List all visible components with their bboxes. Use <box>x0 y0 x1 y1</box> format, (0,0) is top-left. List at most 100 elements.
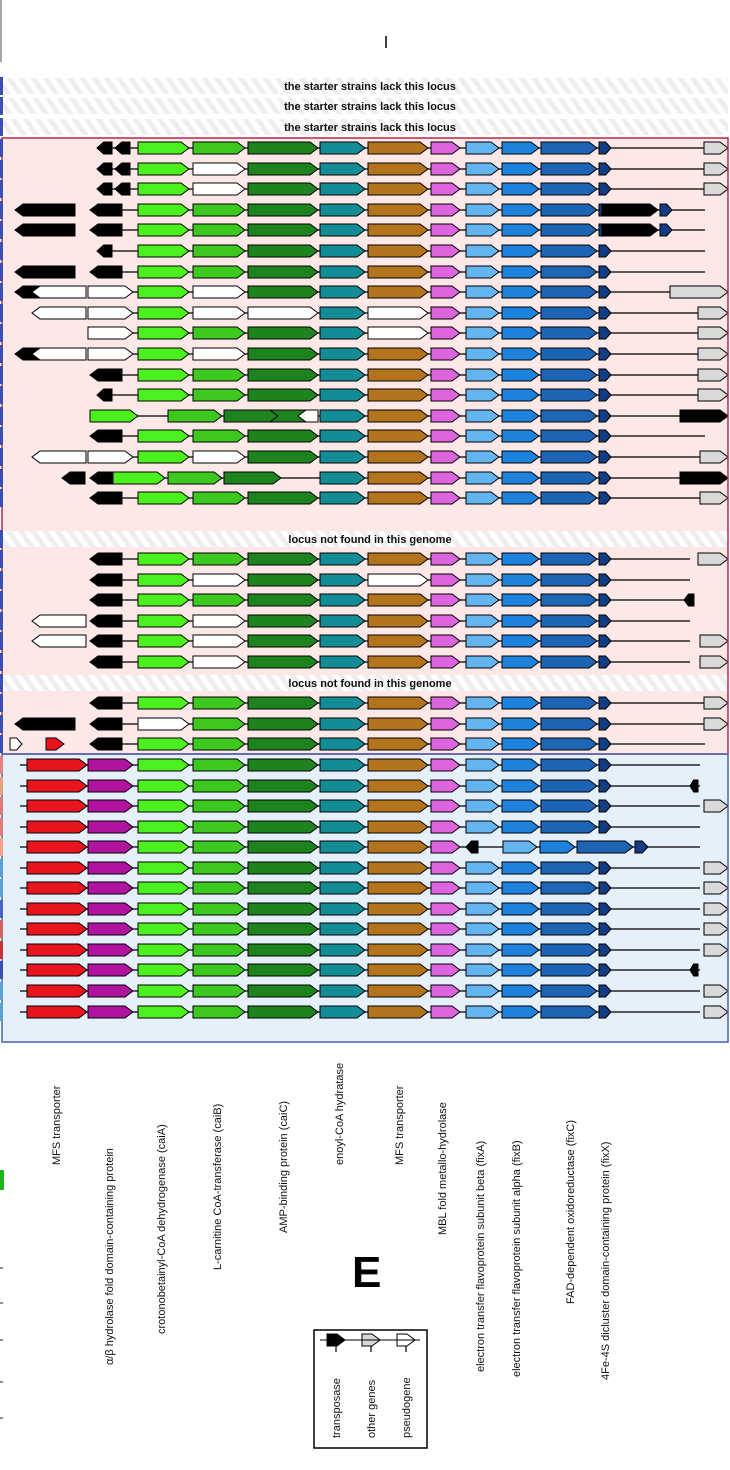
gene-fixC <box>540 429 598 443</box>
gene-cluster-row <box>96 244 705 258</box>
gene-fixX <box>598 984 612 998</box>
gene-enoyl <box>319 799 366 813</box>
legend: transposase other genes pseudogene <box>313 1329 428 1449</box>
gene-caiA <box>137 881 190 895</box>
gene-fixA <box>465 717 500 731</box>
other-gene <box>697 368 729 382</box>
gene-caiA <box>137 368 190 382</box>
gene-fixB <box>501 799 540 813</box>
strain-color-strip <box>0 653 3 671</box>
transposase-gene <box>14 717 76 731</box>
gene-caiC <box>247 347 319 361</box>
gene-mbl <box>430 614 461 628</box>
gene-caiA <box>137 265 190 279</box>
gene-fixB <box>501 922 540 936</box>
other-gene <box>699 450 729 464</box>
gene-mfs2 <box>367 902 429 916</box>
gene-cluster-row <box>31 614 690 628</box>
gene-mfs2 <box>367 471 429 485</box>
gene-fixA <box>465 861 500 875</box>
gene-hyd <box>87 943 134 957</box>
transposase-gene <box>114 182 131 196</box>
gene-mbl <box>430 306 461 320</box>
gene-fixX <box>598 717 612 731</box>
transposase-gene <box>89 573 123 587</box>
gene-mbl <box>430 573 461 587</box>
gene-caiB <box>192 429 246 443</box>
gene-fixC <box>540 368 598 382</box>
gene-caiC <box>247 922 319 936</box>
gene-fixC <box>540 573 598 587</box>
transposase-gene <box>89 696 123 710</box>
gene-caiC <box>247 984 319 998</box>
gene-cluster-row <box>31 450 729 464</box>
gene-fixC <box>540 326 598 340</box>
transposase-gene <box>679 471 729 485</box>
gene-fixX <box>598 881 612 895</box>
gene-hyd <box>87 840 134 854</box>
transposase-gene <box>465 840 479 854</box>
missing-locus-band <box>2 98 728 114</box>
other-gene <box>697 306 729 320</box>
gene-mbl <box>430 737 461 751</box>
gene-caiA <box>167 409 223 423</box>
missing-locus-band <box>2 119 728 135</box>
gene-enoyl <box>319 491 366 505</box>
gene-caiC <box>247 634 319 648</box>
gene-enoyl <box>319 593 366 607</box>
gene-cluster-row <box>20 779 700 793</box>
gene-caiC <box>223 471 282 485</box>
gene-caiA <box>137 963 190 977</box>
missing-locus-label: locus not found in this genome <box>288 534 451 546</box>
transposase-gene <box>89 223 123 237</box>
gene-fixC <box>540 409 598 423</box>
gene-cluster-row <box>14 203 705 217</box>
gene-fixX <box>598 943 612 957</box>
gene-caiB <box>192 717 246 731</box>
gene-caiA <box>137 285 190 299</box>
gene-cluster-row <box>89 655 729 669</box>
gene-fixC <box>540 244 598 258</box>
gene-caiA <box>137 902 190 916</box>
gene-caiA <box>137 922 190 936</box>
gene-mbl <box>430 368 461 382</box>
gene-mbl <box>430 491 461 505</box>
pseudogene <box>87 450 134 464</box>
gene-cluster-row <box>89 429 705 443</box>
gene-caiB <box>192 573 246 587</box>
gene-fixX <box>598 737 612 751</box>
gene-enoyl <box>319 717 366 731</box>
gene-mfs2 <box>367 779 429 793</box>
gene-cluster-row <box>20 861 729 875</box>
gene-fixX <box>598 285 612 299</box>
gene-mbl <box>430 244 461 258</box>
gene-fixA <box>465 491 500 505</box>
gene-enoyl <box>319 634 366 648</box>
gene-fixB <box>501 902 540 916</box>
gene-cluster-row <box>20 922 729 936</box>
gene-fixA <box>465 614 500 628</box>
gene-cluster-row <box>96 162 729 176</box>
gene-caiB <box>192 182 246 196</box>
gene-cluster-row <box>31 306 729 320</box>
transposase-gene <box>61 471 86 485</box>
gene-mfs2 <box>367 429 429 443</box>
gene-cluster-row <box>89 409 729 423</box>
gene-caiC <box>247 820 319 834</box>
gene-fixC <box>540 984 598 998</box>
gene-enoyl <box>319 758 366 772</box>
gene-mbl <box>430 943 461 957</box>
gene-mfs2 <box>367 737 429 751</box>
strain-color-strip <box>0 386 3 404</box>
gene-mfs1 <box>45 737 65 751</box>
strain-color-strip <box>0 407 3 425</box>
transposase-gene <box>679 409 729 423</box>
gene-fixB <box>501 244 540 258</box>
gene-fixA <box>465 162 500 176</box>
gene-fixA <box>465 984 500 998</box>
gene-cluster-row <box>89 552 729 566</box>
gene-mbl <box>430 902 461 916</box>
gene-cluster-row <box>20 943 729 957</box>
gene-mfs2 <box>367 655 429 669</box>
strain-color-strip <box>0 612 3 630</box>
